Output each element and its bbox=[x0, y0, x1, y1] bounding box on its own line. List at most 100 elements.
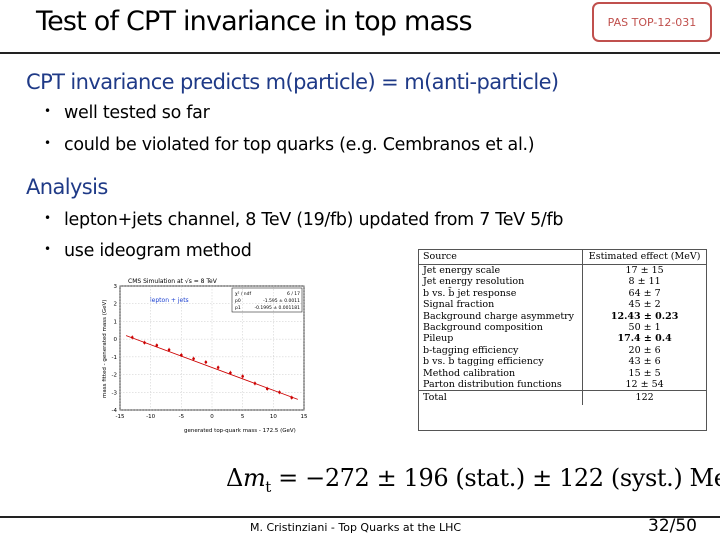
stats-entries: χ² / ndf 6 / 17 p0 -1.595 ± 0.0011 p1 -0.1995… bbox=[235, 291, 300, 311]
formula-m: m bbox=[242, 464, 266, 492]
bullet-text: well tested so far bbox=[64, 103, 210, 123]
table-row: Pileup 17.4 ± 0.4 bbox=[419, 333, 706, 345]
table-cell-source: Pileup bbox=[423, 333, 454, 345]
table-cell-source: Jet energy resolution bbox=[423, 276, 525, 288]
data-point bbox=[241, 375, 244, 378]
bullet-text: could be violated for top quarks (e.g. C… bbox=[64, 135, 535, 155]
table-cell-source: Jet energy scale bbox=[423, 265, 501, 276]
data-point bbox=[192, 357, 195, 360]
table-cell-effect: 17.4 ± 0.4 bbox=[582, 333, 706, 345]
y-tick-label: -1 bbox=[112, 355, 117, 361]
x-tick-labels: -15 -10 -5 0 5 10 15 bbox=[116, 414, 308, 420]
data-point bbox=[130, 336, 134, 339]
table-cell-effect: 17 ± 15 bbox=[582, 264, 706, 277]
stat-name: p1 bbox=[235, 305, 241, 311]
data-point bbox=[278, 390, 281, 394]
reference-label: PAS TOP-12-031 bbox=[607, 15, 697, 29]
formula-rhs: = −272 ± 196 (stat.) ± 122 (syst.) MeV bbox=[270, 464, 720, 492]
title-divider bbox=[0, 52, 720, 54]
stat-name: p0 bbox=[235, 298, 241, 304]
table-cell-effect: 45 ± 2 bbox=[582, 299, 706, 311]
y-tick-label: 1 bbox=[114, 319, 118, 325]
table-cell-source: Signal fraction bbox=[423, 299, 495, 311]
table-cell-effect: 12 ± 54 bbox=[582, 379, 706, 391]
data-point bbox=[216, 366, 220, 369]
bullet-item: • could be violated for top quarks (e.g. … bbox=[44, 135, 535, 155]
section-heading-analysis: Analysis bbox=[26, 175, 108, 199]
page-number: 32/50 bbox=[648, 516, 697, 536]
plot-legend-label: lepton + jets bbox=[150, 297, 189, 304]
bullet-item: • lepton+jets channel, 8 TeV (19/fb) upda… bbox=[44, 210, 564, 230]
data-point bbox=[155, 344, 159, 347]
table-cell-effect: 43 ± 6 bbox=[582, 356, 706, 368]
table-cell-source: b vs. b̄ jet response bbox=[423, 287, 517, 299]
bullet-dot: • bbox=[44, 136, 51, 150]
table-cell-effect: 20 ± 6 bbox=[582, 344, 706, 357]
table-cell-effect-bold: 17.4 ± 0.4 bbox=[617, 333, 672, 345]
x-tick-label: -10 bbox=[146, 414, 155, 420]
x-tick-label: -15 bbox=[116, 414, 125, 420]
footer-divider bbox=[0, 516, 720, 518]
slide-title: Test of CPT invariance in top mass bbox=[36, 6, 473, 37]
table-total-label: Total bbox=[419, 390, 583, 406]
bullet-text: use ideogram method bbox=[64, 241, 252, 261]
bullet-dot: • bbox=[44, 242, 51, 256]
y-tick-label: -3 bbox=[112, 390, 118, 396]
bullet-text: lepton+jets channel, 8 TeV (19/fb) updat… bbox=[64, 210, 564, 230]
x-tick-label: 5 bbox=[241, 414, 245, 420]
bullet-item: • well tested so far bbox=[44, 103, 210, 123]
table-total-value: 122 bbox=[582, 390, 706, 406]
table-header-row: Source Estimated effect (MeV) bbox=[419, 250, 706, 265]
table-header-source: Source bbox=[419, 250, 583, 265]
y-tick-labels: 3 2 1 0 -1 -2 -3 -4 bbox=[112, 284, 118, 414]
y-tick-label: 2 bbox=[114, 302, 118, 308]
fit-line-group bbox=[125, 335, 299, 400]
stat-value: 6 / 17 bbox=[287, 291, 300, 297]
bullet-dot: • bbox=[44, 104, 51, 118]
y-tick-label: -2 bbox=[112, 373, 117, 379]
plot-header: CMS Simulation at √s = 8 TeV bbox=[128, 278, 218, 285]
data-point bbox=[229, 371, 232, 375]
bullet-dot: • bbox=[44, 211, 51, 225]
x-tick-label: 10 bbox=[270, 414, 277, 420]
table-row: Jet energy scale 17 ± 15 bbox=[419, 264, 706, 277]
calibration-plot: CMS Simulation at √s = 8 TeV lepton + je… bbox=[102, 278, 308, 434]
stat-name: χ² / ndf bbox=[235, 291, 251, 297]
table-cell-source: b vs. b̄ tagging efficiency bbox=[423, 356, 544, 368]
data-point bbox=[265, 387, 269, 391]
table-row: b vs. b̄ jet response 64 ± 7 bbox=[419, 287, 706, 300]
data-point bbox=[290, 396, 294, 399]
table-row: Background charge asymmetry 12.43 ± 0.23 bbox=[419, 310, 706, 323]
result-formula: Δmt = −272 ± 196 (stat.) ± 122 (syst.) M… bbox=[226, 464, 720, 496]
section-heading-cpt: CPT invariance predicts m(particle) = m(… bbox=[26, 70, 559, 94]
systematics-table: Source Estimated effect (MeV) Jet energy… bbox=[418, 249, 707, 431]
table-cell-effect: 64 ± 7 bbox=[582, 287, 706, 300]
data-point bbox=[143, 341, 146, 344]
stat-value: -0.1995 ± 0.001181 bbox=[255, 305, 301, 311]
table-row: b-tagging efficiency 20 ± 6 bbox=[419, 344, 706, 357]
footer-text: M. Cristinziani - Top Quarks at the LHC bbox=[250, 521, 462, 534]
table-row: Signal fraction 45 ± 2 bbox=[419, 299, 706, 311]
table-row: Background composition 50 ± 1 bbox=[419, 322, 706, 334]
table-row: Jet energy resolution 8 ± 11 bbox=[419, 276, 706, 288]
table-cell-effect: 50 ± 1 bbox=[582, 322, 706, 334]
bullet-item: • use ideogram method bbox=[44, 241, 252, 261]
x-tick-label: 15 bbox=[301, 414, 308, 420]
table-cell-source: b-tagging efficiency bbox=[423, 344, 519, 356]
table-cell-source: Background composition bbox=[423, 322, 543, 334]
formula-delta: Δ bbox=[226, 464, 243, 492]
data-points bbox=[130, 335, 294, 400]
y-tick-label: 3 bbox=[114, 284, 118, 290]
stats-box bbox=[231, 287, 303, 313]
y-tick-label: -4 bbox=[112, 408, 118, 414]
plot-gridlines bbox=[119, 285, 305, 411]
fit-line bbox=[125, 335, 299, 400]
x-tick-label: -5 bbox=[179, 414, 185, 420]
stat-value: -1.595 ± 0.0011 bbox=[263, 298, 300, 304]
table-header-effect: Estimated effect (MeV) bbox=[582, 250, 706, 265]
table-cell-effect: 15 ± 5 bbox=[582, 367, 706, 380]
table-cell-effect: 12.43 ± 0.23 bbox=[582, 310, 706, 323]
x-tick-label: 0 bbox=[210, 414, 214, 420]
table-cell-source: Background charge asymmetry bbox=[423, 310, 575, 322]
table-cell-effect-bold: 12.43 ± 0.23 bbox=[610, 310, 679, 322]
